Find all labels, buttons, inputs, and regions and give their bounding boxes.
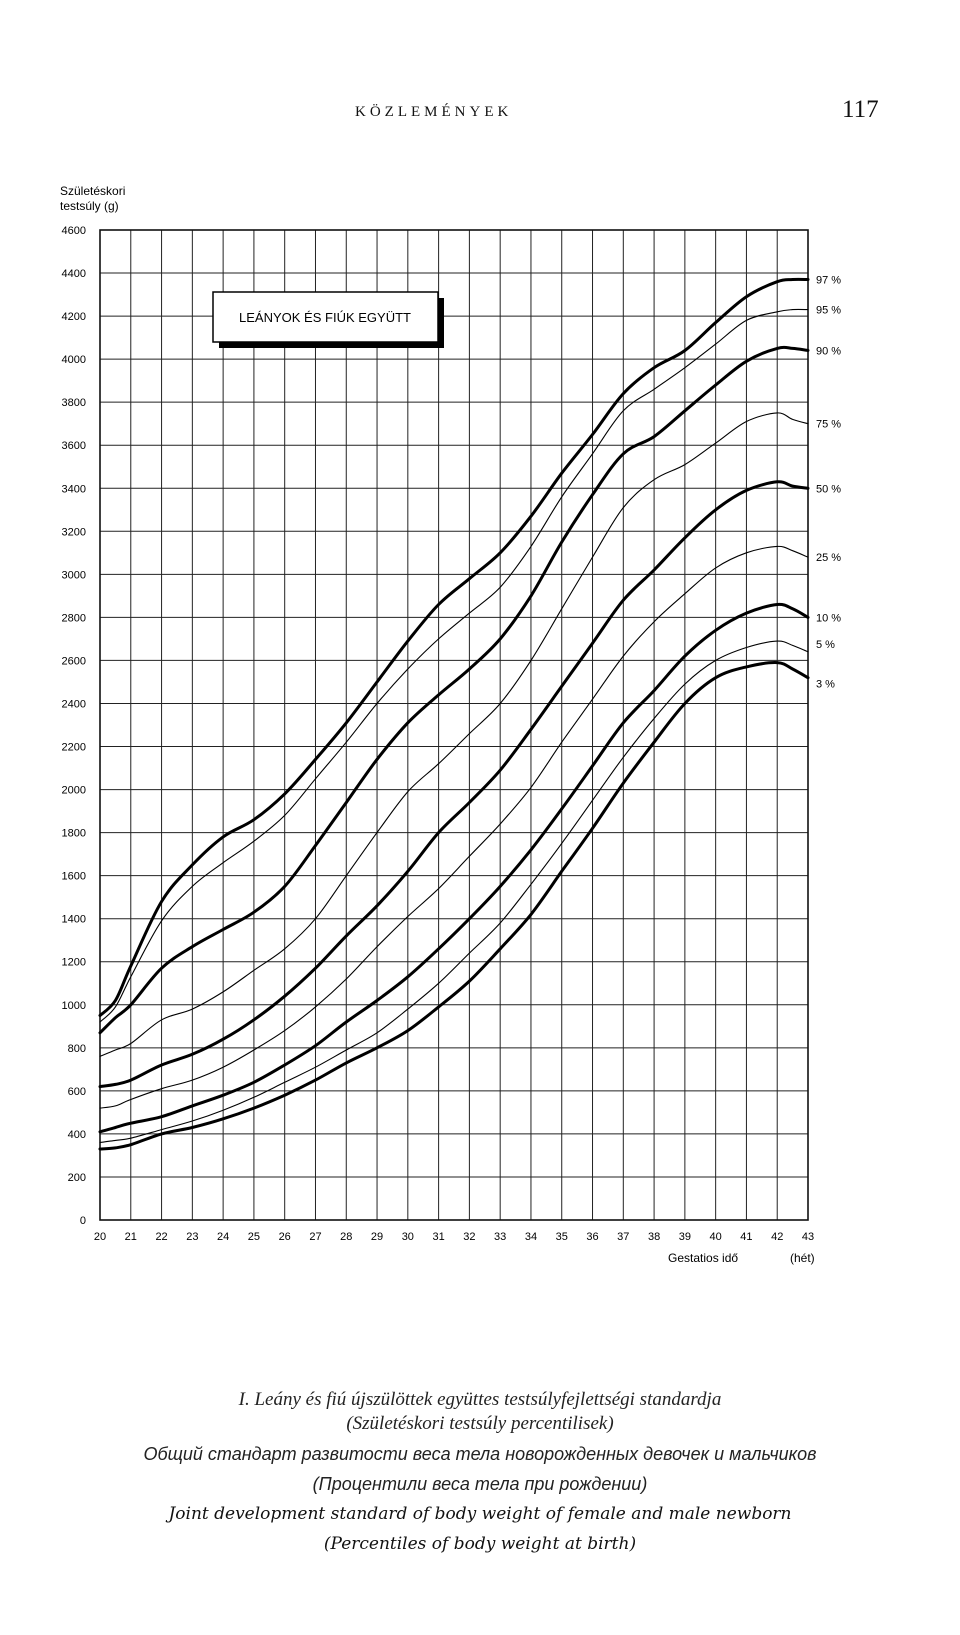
y-tick-label: 3200 xyxy=(62,526,86,538)
legend-box: LEÁNYOK ÉS FIÚK EGYÜTT xyxy=(212,291,444,348)
y-tick-label: 3400 xyxy=(62,483,86,495)
x-tick-label: 34 xyxy=(525,1231,537,1243)
x-tick-label: 39 xyxy=(679,1231,691,1243)
series-line-9 xyxy=(98,661,810,1151)
caption-en-1: Joint development standard of body weigh… xyxy=(168,1504,792,1524)
x-axis-label: Gestatios idő xyxy=(668,1251,738,1265)
y-axis-label-line2: testsúly (g) xyxy=(60,199,119,213)
y-tick-label: 2000 xyxy=(62,785,86,797)
page-number: 117 xyxy=(842,96,879,123)
x-tick-label: 24 xyxy=(217,1231,229,1243)
y-tick-label: 2200 xyxy=(62,742,86,754)
series-label: 95 % xyxy=(816,305,841,317)
x-tick-label: 20 xyxy=(94,1231,106,1243)
x-tick-label: 37 xyxy=(617,1231,629,1243)
chart-grid xyxy=(99,229,809,1221)
y-tick-label: 400 xyxy=(68,1129,86,1141)
y-tick-label: 4600 xyxy=(62,225,86,237)
series-line-3 xyxy=(98,345,810,1035)
y-tick-label: 3800 xyxy=(62,397,86,409)
x-tick-label: 31 xyxy=(432,1231,444,1243)
y-axis-label-line1: Születéskori xyxy=(60,184,125,198)
percentile-chart: 0 200 400 600 800 1000 1200 1400 1600 1800 2000 220… xyxy=(60,184,841,1265)
series-label: 90 % xyxy=(816,346,841,358)
series-label: 75 % xyxy=(816,419,841,431)
y-tick-label: 1600 xyxy=(62,871,86,883)
x-tick-label: 38 xyxy=(648,1231,660,1243)
x-tick-label: 28 xyxy=(340,1231,352,1243)
chart-ticks: 0 200 400 600 800 1000 1200 1400 1600 1800 2000 220… xyxy=(62,225,815,1243)
caption-ru-2: (Процентили веса тела при рождении) xyxy=(312,1474,648,1494)
x-tick-label: 25 xyxy=(248,1231,260,1243)
series-label: 10 % xyxy=(816,612,841,624)
x-tick-label: 21 xyxy=(125,1231,137,1243)
x-tick-label: 23 xyxy=(186,1231,198,1243)
x-tick-label: 41 xyxy=(740,1231,752,1243)
x-tick-label: 43 xyxy=(802,1231,814,1243)
y-tick-label: 4400 xyxy=(62,268,86,280)
journal-title: KÖZLEMÉNYEK xyxy=(355,104,513,120)
y-tick-label: 2800 xyxy=(62,612,86,624)
x-tick-label: 42 xyxy=(771,1231,783,1243)
y-tick-label: 1800 xyxy=(62,828,86,840)
caption-hu-1: I. Leány és fiú újszülöttek együttes tes… xyxy=(238,1389,722,1410)
y-tick-label: 3000 xyxy=(62,569,86,581)
figure-captions: I. Leány és fiú újszülöttek együttes tes… xyxy=(20,1388,940,1556)
x-tick-label: 26 xyxy=(279,1231,291,1243)
series-labels: 97 % 95 % 90 % 75 % 50 % 25 % 10 % 5 % 3 % xyxy=(816,275,841,691)
x-tick-label: 22 xyxy=(155,1231,167,1243)
x-axis-unit: (hét) xyxy=(790,1251,815,1265)
x-tick-label: 35 xyxy=(556,1231,568,1243)
y-tick-label: 4200 xyxy=(62,311,86,323)
y-tick-label: 0 xyxy=(80,1215,86,1227)
x-tick-label: 32 xyxy=(463,1231,475,1243)
series-line-6 xyxy=(99,545,809,1109)
plot-frame xyxy=(99,229,809,1221)
page-header: KÖZLEMÉNYEK 117 xyxy=(0,96,960,136)
legend-box-text: LEÁNYOK ÉS FIÚK EGYÜTT xyxy=(239,310,411,325)
series-line-7 xyxy=(98,602,810,1134)
y-tick-label: 1000 xyxy=(62,1000,86,1012)
x-tick-label: 40 xyxy=(710,1231,722,1243)
series-label: 25 % xyxy=(816,552,841,564)
y-tick-label: 1200 xyxy=(62,957,86,969)
chart-series xyxy=(98,277,810,1151)
y-tick-label: 2600 xyxy=(62,655,86,667)
series-label: 3 % xyxy=(816,679,835,691)
x-tick-label: 33 xyxy=(494,1231,506,1243)
series-label: 97 % xyxy=(816,275,841,287)
y-tick-label: 1400 xyxy=(62,914,86,926)
series-line-2 xyxy=(99,308,809,1023)
y-tick-label: 2400 xyxy=(62,698,86,710)
caption-ru-1: Общий стандарт развитости веса тела ново… xyxy=(143,1444,817,1464)
y-tick-label: 4000 xyxy=(62,354,86,366)
series-label: 5 % xyxy=(816,639,835,651)
caption-en-2: (Percentiles of body weight at birth) xyxy=(323,1534,637,1554)
series-line-1 xyxy=(98,277,810,1017)
series-line-8 xyxy=(99,640,809,1144)
y-tick-label: 800 xyxy=(68,1043,86,1055)
x-tick-label: 29 xyxy=(371,1231,383,1243)
series-line-5 xyxy=(98,480,810,1089)
x-tick-label: 30 xyxy=(402,1231,414,1243)
series-line-4 xyxy=(99,412,809,1057)
x-tick-label: 36 xyxy=(586,1231,598,1243)
x-tick-label: 27 xyxy=(309,1231,321,1243)
y-tick-label: 200 xyxy=(68,1172,86,1184)
caption-hu-2: (Születéskori testsúly percentilisek) xyxy=(346,1413,614,1434)
y-tick-label: 3600 xyxy=(62,440,86,452)
y-tick-label: 600 xyxy=(68,1086,86,1098)
series-label: 50 % xyxy=(816,483,841,495)
